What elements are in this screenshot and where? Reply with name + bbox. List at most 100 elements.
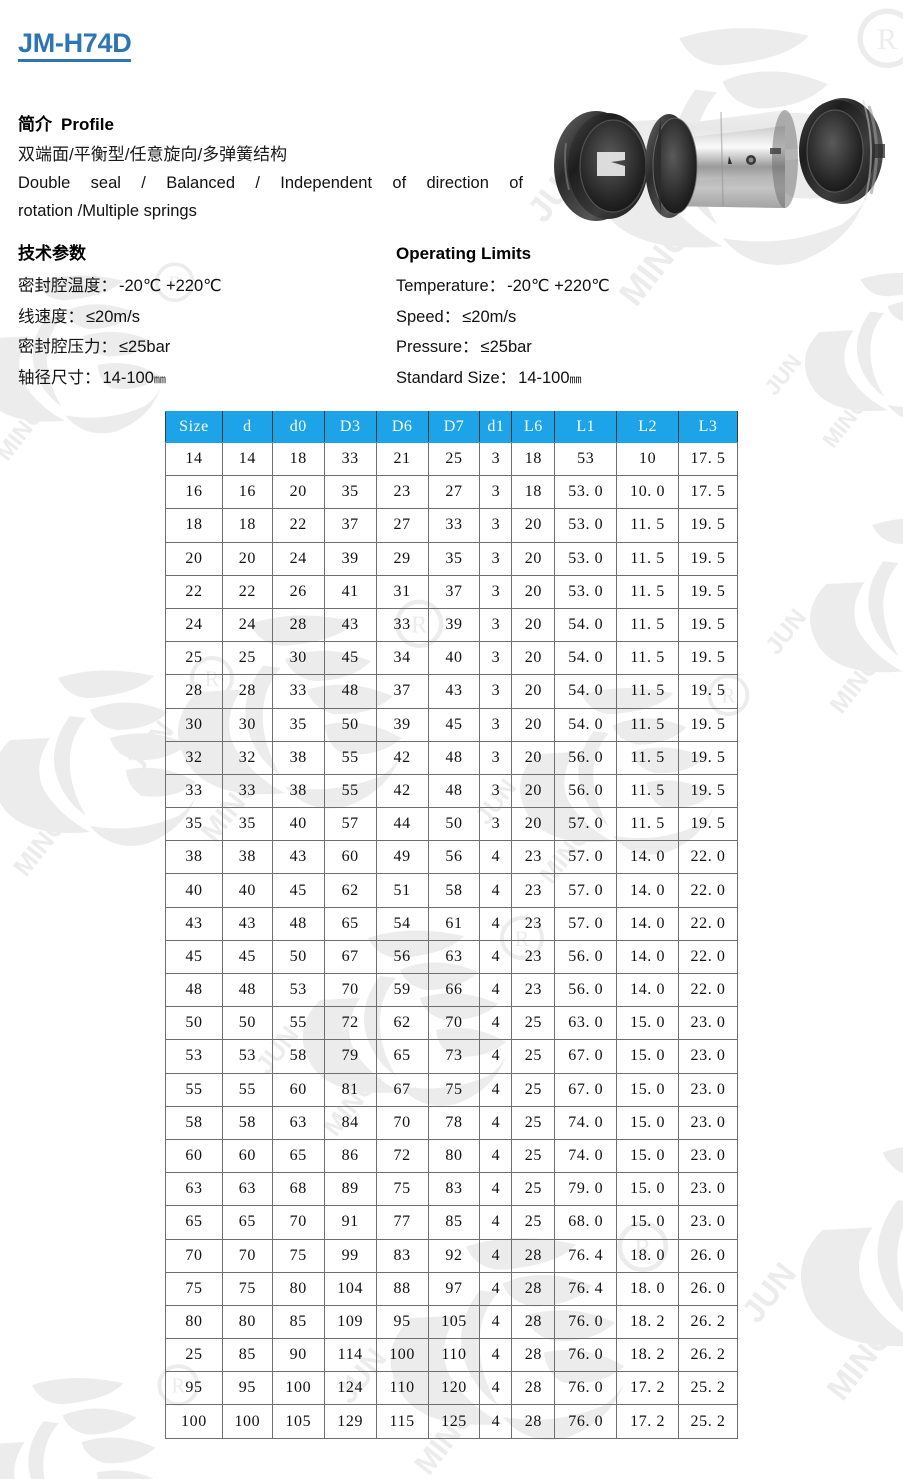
spec-value: ≤20m/s (462, 307, 517, 326)
spec-row-size-en: Standard Size： 14-100㎜ (396, 363, 866, 394)
table-cell-d3: 84 (323, 1105, 377, 1140)
table-cell-d3: 89 (323, 1172, 377, 1207)
profile-description-en-line2: rotation /Multiple springs (18, 202, 197, 221)
table-cell-d1: 4 (479, 906, 513, 941)
table-cell-l1: 57. 0 (554, 807, 618, 842)
specs-en-title: Operating Limits (396, 244, 532, 263)
table-cell-l3: 23. 0 (678, 1172, 738, 1207)
table-row: 38 38 43 60 49 56 4 23 57. 0 14. 0 22. 0 (165, 840, 738, 875)
table-cell-l3: 26. 2 (678, 1304, 738, 1340)
table-header-row: Size d d0 D3 D6 D7 d1 L6 L1 L2 L3 (165, 411, 738, 443)
table-cell-l3: 23. 0 (678, 1205, 738, 1240)
table-cell-l3: 22. 0 (678, 873, 738, 908)
table-cell-d6: 100 (375, 1338, 429, 1373)
table-cell-l6: 20 (511, 607, 556, 643)
spec-unit: ㎜ (569, 371, 582, 386)
table-cell-size: 55 (165, 1072, 223, 1107)
spec-value: ≤25bar (480, 338, 532, 357)
table-cell-l6: 20 (511, 674, 556, 709)
table-column-header-d1: d1 (479, 411, 513, 443)
table-cell-d6: 42 (375, 740, 429, 775)
table-cell-l6: 20 (511, 508, 556, 543)
table-cell-d: 55 (221, 1072, 273, 1107)
table-cell-d: 16 (221, 475, 273, 510)
table-cell-size: 30 (165, 707, 223, 742)
table-cell-l6: 18 (511, 475, 556, 510)
table-cell-d: 33 (221, 773, 273, 809)
table-cell-d7: 110 (427, 1338, 481, 1373)
table-row: 58 58 63 84 70 78 4 25 74. 0 15. 0 23. 0 (165, 1105, 738, 1140)
table-cell-l3: 26. 2 (678, 1338, 738, 1373)
table-cell-l2: 18. 2 (616, 1338, 680, 1373)
table-cell-d: 32 (221, 740, 273, 775)
table-cell-d1: 4 (479, 972, 513, 1008)
table-cell-l1: 53. 0 (554, 574, 618, 609)
table-cell-l3: 26. 0 (678, 1271, 738, 1306)
table-cell-d3: 60 (323, 840, 377, 875)
table-cell-d3: 48 (323, 674, 377, 709)
table-cell-d: 18 (221, 508, 273, 543)
table-cell-d1: 4 (479, 1205, 513, 1240)
table-row: 40 40 45 62 51 58 4 23 57. 0 14. 0 22. 0 (165, 873, 738, 908)
table-cell-l1: 54. 0 (554, 641, 618, 676)
table-cell-d1: 4 (479, 1238, 513, 1273)
spec-value: 14-100 (102, 368, 154, 387)
table-cell-size: 43 (165, 906, 223, 941)
table-cell-d1: 4 (479, 840, 513, 875)
table-cell-d6: 54 (375, 906, 429, 941)
table-cell-l1: 76. 0 (554, 1371, 618, 1406)
table-cell-l1: 54. 0 (554, 707, 618, 742)
table-cell-d6: 44 (375, 807, 429, 842)
table-cell-size: 75 (165, 1271, 223, 1306)
product-photo (533, 48, 903, 263)
table-cell-d: 14 (221, 441, 273, 477)
table-cell-d7: 70 (427, 1006, 481, 1041)
table-cell-l2: 18. 0 (616, 1271, 680, 1306)
table-cell-l6: 20 (511, 707, 556, 742)
table-cell-l6: 25 (511, 1172, 556, 1207)
table-cell-d1: 3 (479, 641, 513, 676)
page-title: JM-H74D (18, 29, 132, 63)
table-cell-d: 22 (221, 574, 273, 609)
table-cell-d0: 18 (271, 441, 325, 477)
table-cell-d7: 63 (427, 939, 481, 975)
table-cell-l2: 15. 0 (616, 1138, 680, 1174)
table-cell-d6: 42 (375, 773, 429, 809)
table-cell-l2: 11. 5 (616, 641, 680, 676)
table-cell-d0: 38 (271, 773, 325, 809)
table-cell-size: 25 (165, 641, 223, 676)
table-column-header-d3: D3 (323, 411, 377, 443)
table-cell-d6: 72 (375, 1138, 429, 1174)
table-cell-size: 48 (165, 972, 223, 1008)
table-cell-l2: 11. 5 (616, 541, 680, 576)
table-row: 95 95 100 124 110 120 4 28 76. 0 17. 2 25. 2 (165, 1371, 738, 1406)
table-cell-d0: 75 (271, 1238, 325, 1273)
table-cell-l6: 23 (511, 972, 556, 1008)
table-cell-l2: 11. 5 (616, 607, 680, 643)
table-cell-d0: 50 (271, 939, 325, 975)
table-cell-d3: 72 (323, 1006, 377, 1041)
table-column-header-d0: d0 (271, 411, 325, 443)
table-cell-size: 100 (165, 1404, 223, 1439)
table-cell-d7: 83 (427, 1172, 481, 1207)
table-row: 24 24 28 43 33 39 3 20 54. 0 11. 5 19. 5 (165, 607, 738, 643)
table-cell-l1: 76. 0 (554, 1338, 618, 1373)
table-cell-d6: 65 (375, 1039, 429, 1074)
table-column-header-d6: D6 (375, 411, 429, 443)
spec-row-pressure-en: Pressure： ≤25bar (396, 332, 866, 363)
table-cell-d3: 109 (323, 1304, 377, 1340)
table-cell-d1: 3 (479, 574, 513, 609)
table-cell-d: 60 (221, 1138, 273, 1174)
table-cell-d1: 4 (479, 1304, 513, 1340)
table-cell-l3: 19. 5 (678, 508, 738, 543)
spec-value: 14-100 (518, 368, 570, 387)
specs-chinese-column: 技术参数 密封腔温度： -20℃ +220℃ 线速度： ≤20m/s 密封腔压力： ≤… (18, 243, 396, 393)
table-cell-d7: 40 (427, 641, 481, 676)
table-row: 50 50 55 72 62 70 4 25 63. 0 15. 0 23. 0 (165, 1006, 738, 1041)
table-cell-d0: 24 (271, 541, 325, 576)
table-cell-d7: 48 (427, 740, 481, 775)
table-cell-d6: 31 (375, 574, 429, 609)
table-cell-d0: 68 (271, 1172, 325, 1207)
table-row: 14 14 18 33 21 25 3 18 53 10 17. 5 (165, 441, 738, 477)
table-cell-l3: 25. 2 (678, 1371, 738, 1406)
